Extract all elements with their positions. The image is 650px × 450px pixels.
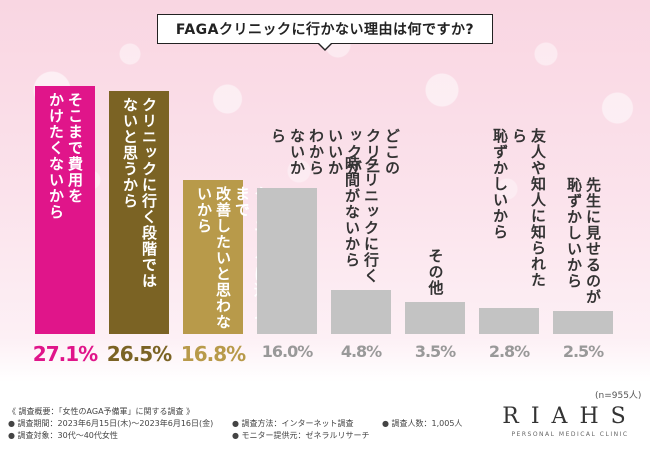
title-pointer-inner	[318, 42, 332, 49]
bar	[257, 188, 317, 334]
bar-value-label: 2.8%	[488, 342, 530, 361]
bar-category-label: クリニックに行く 時間がないから	[343, 156, 380, 284]
survey-overview-heading: 《 調査概要：「女性のAGA予備軍」に関する調査 》	[8, 407, 195, 416]
bar	[109, 91, 169, 334]
riahs-logo: RIAHS PERSONAL MEDICAL CLINIC	[500, 404, 640, 444]
footer-area	[0, 396, 650, 450]
logo-subtitle: PERSONAL MEDICAL CLINIC	[511, 431, 629, 438]
bar	[405, 302, 465, 334]
bar	[553, 311, 613, 334]
bar-category-label: その他	[426, 248, 445, 296]
survey-count: ● 調査人数：1,005人	[382, 419, 463, 428]
bar-category-label: クリニックに行く段階では ないと思うから	[121, 97, 158, 289]
bar-value-label: 26.5%	[106, 342, 172, 366]
bar-category-label: どこのクリニックがいいか わからないから	[269, 128, 401, 176]
bar	[183, 180, 243, 334]
bar-value-label: 3.5%	[414, 342, 456, 361]
survey-method: ● 調査方法：インターネット調査	[232, 419, 354, 428]
bar	[479, 308, 539, 334]
bar	[35, 86, 95, 334]
bar-value-label: 27.1%	[32, 342, 98, 366]
bar-value-label: 4.8%	[340, 342, 382, 361]
bar-value-label: 16.8%	[180, 342, 246, 366]
survey-provider: ● モニター提供元：ゼネラルリサーチ	[232, 431, 370, 440]
bar-value-label: 2.5%	[562, 342, 604, 361]
survey-period: ● 調査期間：2023年6月15日(木)～2023年6月16日(金)	[8, 419, 214, 428]
bar-category-label: 先生に見せるのが 恥ずかしいから	[565, 177, 602, 305]
bar-category-label: 友人や知人に知られたら 恥ずかしいから	[491, 128, 547, 288]
logo-name: RIAHS	[502, 404, 638, 429]
bar	[331, 290, 391, 334]
survey-target: ● 調査対象：30代～40代女性	[8, 431, 118, 440]
bar-value-label: 16.0%	[261, 342, 314, 361]
bar-category-label: そこまで費用を かけたくないから	[47, 92, 84, 220]
sample-size-note: (n=955人)	[595, 391, 642, 401]
